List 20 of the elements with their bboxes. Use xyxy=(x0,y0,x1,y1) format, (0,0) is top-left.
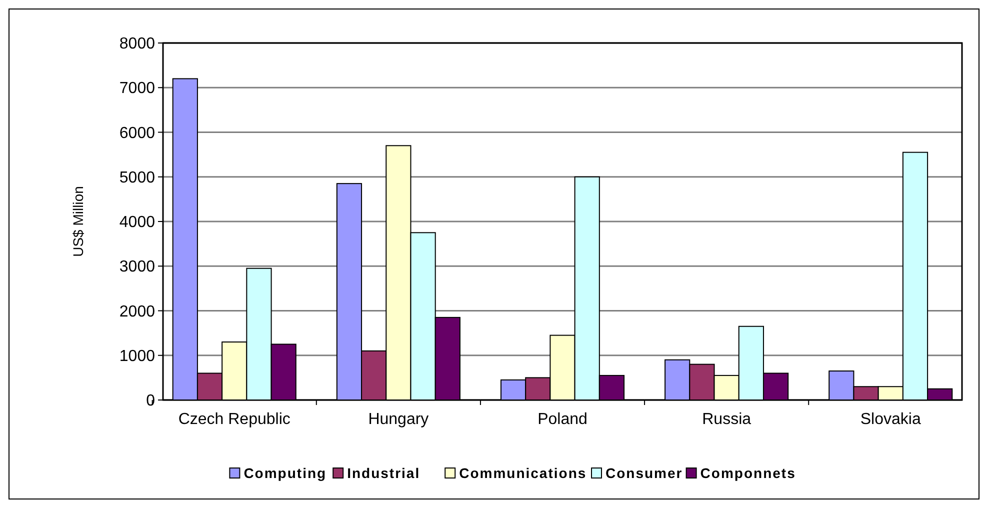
legend-label: Industrial xyxy=(347,465,420,481)
y-tick-label: 6000 xyxy=(119,124,156,142)
y-tick-label: 8000 xyxy=(119,36,156,53)
y-tick-label: 5000 xyxy=(119,169,156,186)
x-tick-label: Poland xyxy=(538,411,588,428)
x-tick-label: Hungary xyxy=(368,411,429,428)
legend-label: Consumer xyxy=(606,465,683,481)
y-tick-label: 4000 xyxy=(119,214,156,232)
x-tick-label: Russia xyxy=(702,411,752,428)
y-tick-label: 7000 xyxy=(119,80,156,98)
legend-label: Computing xyxy=(244,465,327,481)
y-tick-label: 3000 xyxy=(119,258,156,276)
legend-label: Componnets xyxy=(700,465,796,481)
y-axis-title: US$ Million xyxy=(70,186,86,257)
x-tick-label: Czech Republic xyxy=(178,411,290,428)
y-tick-label: 0 xyxy=(146,392,156,410)
y-tick-label: 1000 xyxy=(119,348,156,365)
y-tick-label: 2000 xyxy=(119,303,156,320)
legend-label: Communications xyxy=(459,465,587,481)
x-tick-label: Slovakia xyxy=(860,411,921,428)
